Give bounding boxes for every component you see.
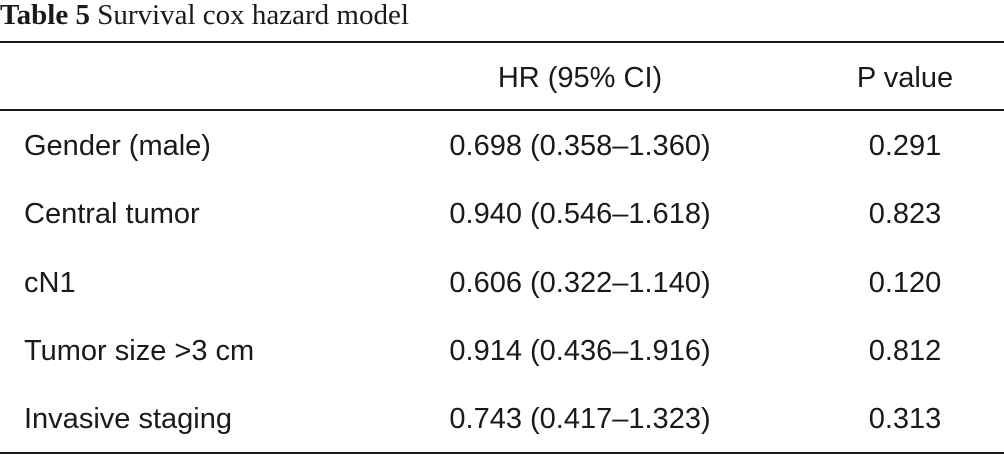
row-p-value: 0.313	[868, 403, 942, 435]
bottom-rule	[0, 452, 1004, 454]
table-title: Survival cox hazard model	[97, 0, 409, 31]
row-label: Tumor size >3 cm	[24, 335, 255, 367]
row-hr: 0.940 (0.546–1.618)	[449, 198, 711, 230]
row-p-value: 0.291	[868, 130, 942, 162]
row-hr: 0.606 (0.322–1.140)	[449, 267, 711, 299]
header-rule	[0, 109, 1004, 111]
row-p-value: 0.120	[868, 267, 942, 299]
row-hr: 0.743 (0.417–1.323)	[449, 403, 711, 435]
table-number: Table 5	[0, 0, 90, 31]
row-label: Gender (male)	[24, 130, 211, 162]
top-rule	[0, 41, 1004, 43]
row-hr: 0.698 (0.358–1.360)	[449, 130, 711, 162]
header-hr: HR (95% CI)	[497, 62, 663, 94]
table-caption: Table 5 Survival cox hazard model	[0, 0, 409, 34]
header-p-value: P value	[856, 62, 954, 94]
row-label: cN1	[24, 267, 76, 299]
row-hr: 0.914 (0.436–1.916)	[449, 335, 711, 367]
row-p-value: 0.823	[868, 198, 942, 230]
row-label: Invasive staging	[24, 403, 232, 435]
row-p-value: 0.812	[868, 335, 942, 367]
row-label: Central tumor	[24, 198, 200, 230]
